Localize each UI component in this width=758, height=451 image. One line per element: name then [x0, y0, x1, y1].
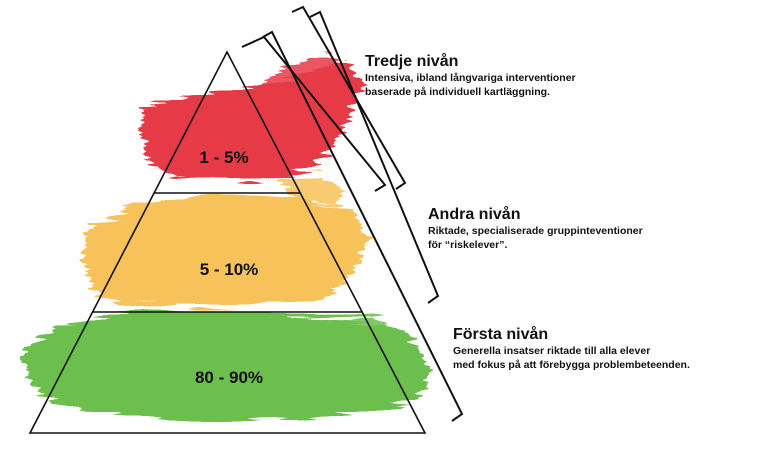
- level-2-text-line-2: för “riskelever”.: [428, 239, 508, 251]
- green-paint-band: [20, 310, 432, 420]
- pyramid-outline: [28, 50, 427, 434]
- bracket-level-1: [262, 30, 464, 422]
- level-1-description: Första nivån Generella insatser riktade …: [453, 325, 690, 372]
- yellow-paint-main: [82, 196, 368, 306]
- red-paint-streak: [255, 55, 352, 112]
- level-2-description: Andra nivån Riktade, specialiserade grup…: [428, 205, 643, 252]
- tier-percent-bottom: 80 - 90%: [195, 368, 263, 387]
- bracket-level-2: [309, 10, 440, 304]
- tier-percent-middle: 5 - 10%: [200, 260, 259, 279]
- yellow-paint-streak: [280, 175, 345, 205]
- level-1-title: Första nivån: [453, 326, 549, 343]
- level-2-title: Andra nivån: [428, 206, 521, 223]
- green-paint-streak: [330, 315, 392, 345]
- level-brackets: [241, 5, 464, 422]
- pyramid-triangle: [28, 50, 427, 434]
- level-3-title: Tredje nivån: [365, 53, 459, 70]
- bracket-level-3-inner: [241, 35, 387, 192]
- level-3-text-line-2: baserade på individuell kartläggning.: [365, 86, 550, 98]
- level-1-text-line-1: Generella insatser riktade till alla ele…: [453, 345, 651, 357]
- level-3-text-line-1: Intensiva, ibland långvariga interventio…: [365, 72, 576, 84]
- red-paint-band: [142, 55, 362, 182]
- tier-percent-top: 1 - 5%: [199, 148, 248, 167]
- green-paint-main: [20, 310, 432, 420]
- level-2-text-line-1: Riktade, specialiserade gruppintevention…: [428, 225, 643, 237]
- yellow-paint-band: [82, 175, 368, 306]
- level-1-text-line-2: med fokus på att förebygga problembeteen…: [453, 359, 690, 371]
- level-3-description: Tredje nivån Intensiva, ibland långvarig…: [365, 52, 576, 99]
